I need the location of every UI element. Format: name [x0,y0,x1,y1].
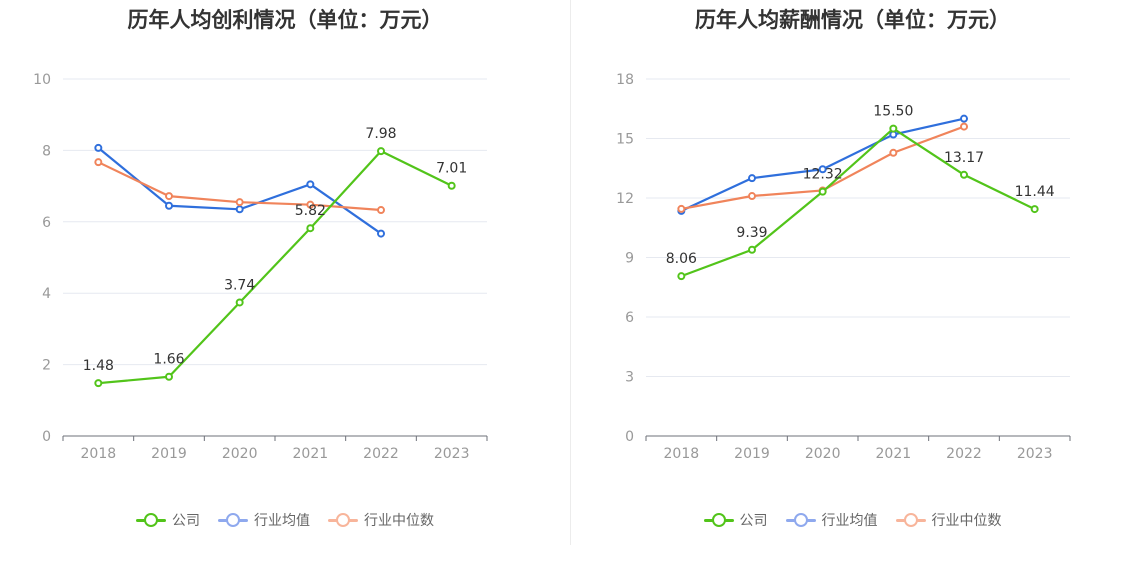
legend-line-circle-icon [703,513,734,527]
data-point [960,170,968,179]
x-tick-label: 2023 [434,446,470,462]
legend-item-industry-median[interactable]: 行业中位数 [895,510,1002,530]
series-line-1 [680,117,965,212]
data-point [818,165,827,174]
data-point [165,372,173,381]
data-label: 8.06 [666,251,697,267]
y-tick-label: 10 [33,72,51,88]
data-label: 1.48 [83,358,114,374]
y-tick-label: 18 [616,72,634,88]
chart-title: 历年人均薪酬情况（单位：万元） [695,8,1010,32]
data-point [677,272,686,281]
x-tick-label: 2020 [222,446,258,462]
data-point [377,206,385,215]
x-tick-label: 2018 [664,446,700,462]
y-tick-label: 9 [625,251,634,267]
data-point [235,198,244,207]
data-point [960,122,968,131]
data-point [306,180,315,189]
data-point [306,224,315,233]
legend-label: 公司 [172,513,200,529]
data-point [235,298,244,307]
data-point [889,124,898,133]
salary-per-capita-chart: 历年人均薪酬情况（单位：万元） 0 3 6 9 12 15 18 2018 2019 2020 20… [571,0,1134,582]
data-point [748,174,756,183]
data-label: 15.50 [873,104,913,120]
data-point [748,245,756,254]
series-line-1 [97,147,382,235]
data-point [677,204,686,213]
legend-item-company[interactable]: 公司 [703,510,768,530]
y-tick-label: 12 [616,191,634,207]
x-tick-label: 2022 [946,446,982,462]
data-label: 5.82 [295,203,326,219]
legend-label: 行业中位数 [364,513,434,529]
data-point [889,148,898,157]
data-point [235,205,244,214]
x-tick-label: 2021 [293,446,329,462]
x-tick-label: 2018 [81,446,117,462]
legend-line-circle-icon [328,513,358,527]
y-tick-label: 6 [42,215,51,231]
data-point [94,143,103,152]
x-tick-label: 2019 [734,446,770,462]
y-tick-label: 8 [42,143,51,159]
legend-line-circle-icon [218,513,248,527]
data-point [447,181,456,190]
series-line-0 [680,127,1036,278]
y-tick-label: 0 [42,429,51,445]
data-label: 12.32 [803,167,843,183]
data-point [306,200,315,209]
legend-item-industry-average[interactable]: 行业均值 [785,510,878,530]
y-tick-label: 15 [616,132,634,148]
x-tick-label: 2021 [876,446,912,462]
legend-label: 公司 [739,513,768,529]
profit-per-capita-chart: 历年人均创利情况（单位：万元） 0 2 4 6 8 10 2018 2019 2020 2021 2… [0,8,570,530]
data-label: 3.74 [224,277,255,293]
y-tick-label: 2 [42,358,51,374]
legend-line-circle-icon [785,513,816,527]
data-label: 7.98 [365,126,396,142]
data-label: 7.01 [436,161,467,177]
y-tick-label: 4 [42,286,51,302]
legend-label: 行业中位数 [931,513,1002,529]
data-point [94,158,103,167]
legend-item-industry-average[interactable]: 行业均值 [218,510,310,530]
data-label: 11.44 [1015,184,1055,200]
data-point [748,192,756,201]
salary-per-capita-plot: 0 3 6 9 12 15 18 2018 2019 2020 2021 2022 2023 8.06 9.… [616,72,1071,462]
x-tick-label: 2022 [363,446,399,462]
legend-item-industry-median[interactable]: 行业中位数 [328,510,434,530]
legend-line-circle-icon [136,513,166,527]
data-point [377,229,385,238]
data-label: 13.17 [944,150,984,166]
data-point [1030,205,1039,214]
data-point [165,201,173,210]
series-line-0 [98,150,453,385]
data-point [818,187,827,196]
data-point [960,114,968,123]
legend: 公司 行业均值 行业中位数 [0,510,570,530]
data-label: 1.66 [153,352,184,368]
data-point [377,147,385,156]
legend-item-company[interactable]: 公司 [136,510,200,530]
data-point [94,379,103,388]
y-tick-label: 3 [625,370,634,386]
x-tick-label: 2020 [805,446,841,462]
y-tick-label: 6 [625,310,634,326]
profit-per-capita-plot: 0 2 4 6 8 10 2018 2019 2020 2021 2022 2023 1.48 1.66 3… [33,72,488,462]
data-label: 9.39 [736,225,767,241]
x-tick-label: 2023 [1017,446,1053,462]
legend-line-circle-icon [895,513,926,527]
legend-label: 行业均值 [254,513,310,529]
data-point [165,192,173,201]
chart-title: 历年人均创利情况（单位：万元） [127,8,443,32]
x-tick-label: 2019 [151,446,187,462]
panel-divider [570,0,571,545]
legend-label: 行业均值 [821,513,878,529]
y-tick-label: 0 [625,429,634,445]
legend: 公司 行业均值 行业中位数 [571,510,1134,530]
